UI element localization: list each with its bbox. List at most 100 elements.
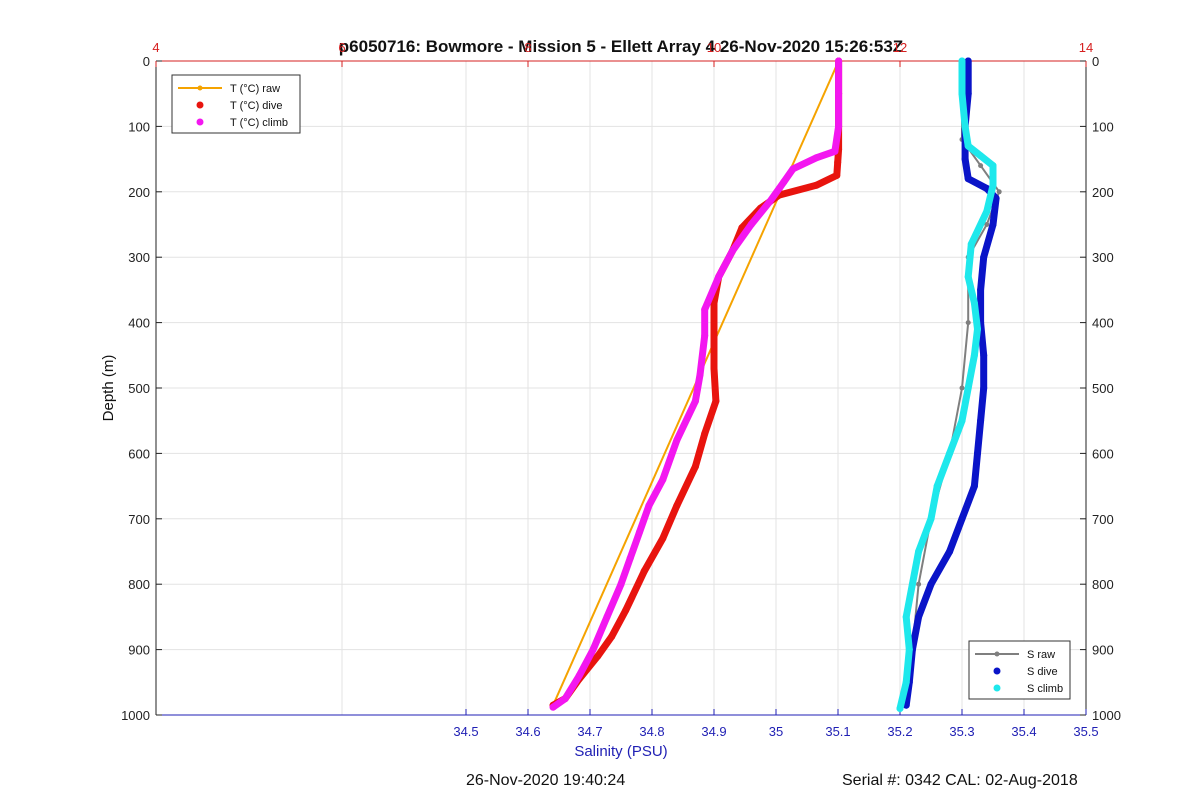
series-point-t-c-climb (636, 528, 644, 536)
series-point-s-raw (996, 189, 1002, 195)
salinity-tick-label: 35.1 (825, 724, 850, 739)
series-point-s-climb (896, 704, 904, 712)
series-point-t-c-dive (812, 181, 820, 189)
series-point-t-c-dive (659, 534, 667, 542)
series-point-t-c-climb (701, 306, 709, 314)
legend-point-marker (197, 85, 203, 91)
series-point-t-c-climb (617, 580, 625, 588)
series-point-s-climb (915, 548, 923, 555)
legend: T (°C) raw T (°C) dive T (°C) climb (171, 74, 301, 134)
series-point-t-c-climb (789, 165, 797, 173)
y-tick-label-right: 200 (1092, 185, 1114, 200)
series-point-s-dive (970, 482, 978, 490)
y-tick-label-left: 600 (128, 446, 150, 461)
temperature-tick-label: 12 (893, 40, 907, 55)
y-tick-label-right: 400 (1092, 316, 1114, 331)
series-point-s-climb (989, 181, 997, 189)
series-point-s-dive (980, 351, 988, 359)
y-tick-label-left: 300 (128, 250, 150, 265)
temperature-tick-label: 14 (1079, 40, 1093, 55)
series-point-s-climb (905, 646, 913, 654)
salinity-tick-label: 34.7 (577, 724, 602, 739)
legend-box (171, 74, 301, 134)
series-point-t-c-climb (835, 122, 843, 130)
series-point-s-dive (964, 175, 972, 183)
series-point-s-dive (977, 417, 985, 425)
y-tick-label-right: 100 (1092, 119, 1114, 134)
y-axis-label: Depth (m) (100, 355, 117, 422)
x-axis-label: Salinity (PSU) (574, 743, 667, 760)
y-tick-label-right: 0 (1092, 54, 1099, 69)
series-point-t-c-dive (701, 430, 709, 438)
series-point-s-dive (980, 253, 988, 261)
legend: S raw S dive S climb (968, 640, 1071, 700)
series-point-t-c-climb (835, 90, 843, 98)
series-point-t-c-climb (575, 672, 583, 680)
series-point-s-climb (977, 152, 985, 160)
series-point-t-c-dive (833, 171, 841, 179)
series-point-s-climb (964, 142, 972, 150)
series-point-s-climb (989, 162, 997, 170)
y-tick-label-right: 1000 (1092, 708, 1121, 723)
series-point-t-c-dive (710, 364, 718, 372)
y-tick-label-left: 1000 (121, 708, 150, 723)
series-point-t-c-climb (701, 332, 709, 340)
series-point-s-dive (989, 221, 997, 228)
series-point-t-c-climb (766, 198, 774, 206)
y-tick-label-left: 800 (128, 577, 150, 592)
series-point-t-c-dive (712, 397, 720, 405)
series-point-t-c-dive (608, 633, 616, 641)
y-tick-label-right: 500 (1092, 381, 1114, 396)
salinity-tick-label: 35.4 (1011, 724, 1036, 739)
y-tick-label-left: 0 (143, 54, 150, 69)
series-point-s-climb (958, 90, 966, 98)
y-tick-label-right: 700 (1092, 512, 1114, 527)
temperature-tick-label: 6 (338, 40, 345, 55)
salinity-tick-label: 34.5 (453, 724, 478, 739)
y-tick-label-left: 400 (128, 316, 150, 331)
salinity-tick-label: 35 (769, 724, 783, 739)
series-point-t-c-climb (549, 703, 557, 711)
series-point-s-dive (927, 580, 935, 588)
series-point-s-climb (958, 417, 966, 425)
series-point-t-c-climb (835, 57, 843, 65)
series-point-t-c-dive (640, 567, 648, 575)
series-point-s-climb (908, 580, 916, 588)
series-point-s-climb (946, 449, 954, 457)
legend-box (968, 640, 1071, 700)
salinity-tick-label: 35.5 (1073, 724, 1098, 739)
y-tick-label-left: 900 (128, 643, 150, 658)
series-point-s-raw (959, 385, 965, 391)
series-point-s-raw (916, 581, 922, 587)
series-point-s-dive (946, 548, 954, 555)
series-point-t-c-climb (691, 397, 699, 405)
y-tick-label-left: 100 (128, 119, 150, 134)
series-point-t-c-dive (622, 606, 630, 614)
y-tick-label-right: 300 (1092, 250, 1114, 265)
series-point-s-dive (980, 384, 988, 392)
series-point-t-c-climb (780, 178, 788, 186)
series-point-s-raw (978, 163, 984, 169)
series-point-s-climb (967, 240, 975, 248)
series-point-t-c-climb (603, 613, 611, 621)
series-point-t-c-climb (673, 436, 681, 444)
series-point-t-c-climb (626, 554, 634, 562)
series-point-t-c-climb (589, 646, 597, 654)
legend-label: S climb (1027, 683, 1063, 695)
series-point-s-dive (964, 90, 972, 98)
legend-dot-marker (196, 101, 204, 109)
series-point-t-c-dive (834, 158, 842, 166)
salinity-tick-label: 35.2 (887, 724, 912, 739)
salinity-tick-label: 34.6 (515, 724, 540, 739)
footer-serial-cal: Serial #: 0342 CAL: 02-Aug-2018 (842, 772, 1078, 789)
series-point-s-climb (983, 207, 991, 215)
series-point-t-c-dive (710, 299, 718, 307)
y-tick-label-right: 800 (1092, 577, 1114, 592)
series-point-s-dive (961, 155, 969, 163)
legend-dot-marker (993, 684, 1001, 692)
series-point-t-c-climb (659, 476, 667, 484)
series-point-t-c-climb (696, 371, 704, 379)
series-trace-t-c-climb (549, 57, 843, 711)
y-tick-label-left: 500 (128, 381, 150, 396)
